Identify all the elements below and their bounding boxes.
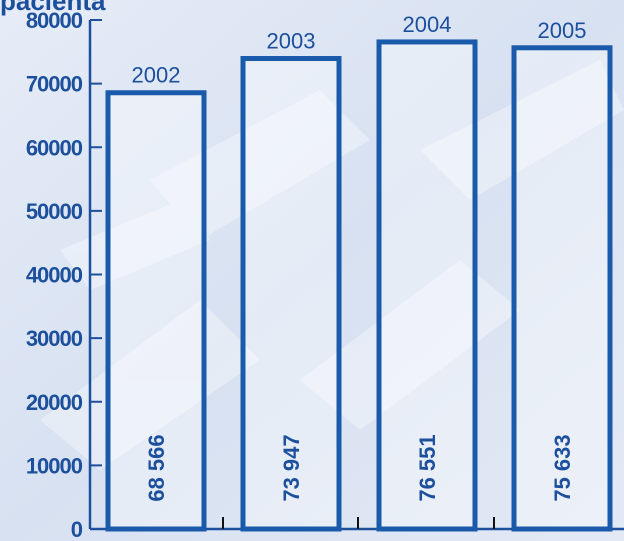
bar-2005 — [511, 45, 613, 532]
bar-2004 — [376, 39, 478, 532]
category-label: 2005 — [538, 18, 587, 43]
y-tick-label: 20000 — [26, 390, 83, 415]
data-label: 75 633 — [550, 434, 575, 501]
y-axis: 0 10000 20000 30000 40000 50000 60000 70000 8000… — [26, 8, 102, 541]
category-label: 2003 — [267, 29, 316, 54]
bar-2003 — [240, 56, 342, 532]
y-tick-label: 10000 — [26, 453, 83, 478]
bar-2002 — [105, 90, 207, 532]
chart-title: pacienta — [0, 0, 106, 16]
category-label: 2002 — [132, 63, 181, 88]
y-tick-label: 70000 — [26, 72, 83, 97]
y-tick-label: 60000 — [26, 135, 83, 160]
y-tick-label: 40000 — [26, 263, 83, 288]
bars-group: 2002 68 566 2003 73 947 2004 76 551 2005 75 633 — [105, 12, 613, 532]
category-label: 2004 — [403, 12, 452, 37]
y-tick-label: 0 — [71, 517, 83, 541]
data-label: 73 947 — [279, 434, 304, 501]
data-label: 76 551 — [415, 434, 440, 501]
y-tick-label: 30000 — [26, 326, 83, 351]
y-tick-label: 80000 — [26, 8, 83, 33]
y-tick-label: 50000 — [26, 199, 83, 224]
data-label: 68 566 — [144, 434, 169, 501]
